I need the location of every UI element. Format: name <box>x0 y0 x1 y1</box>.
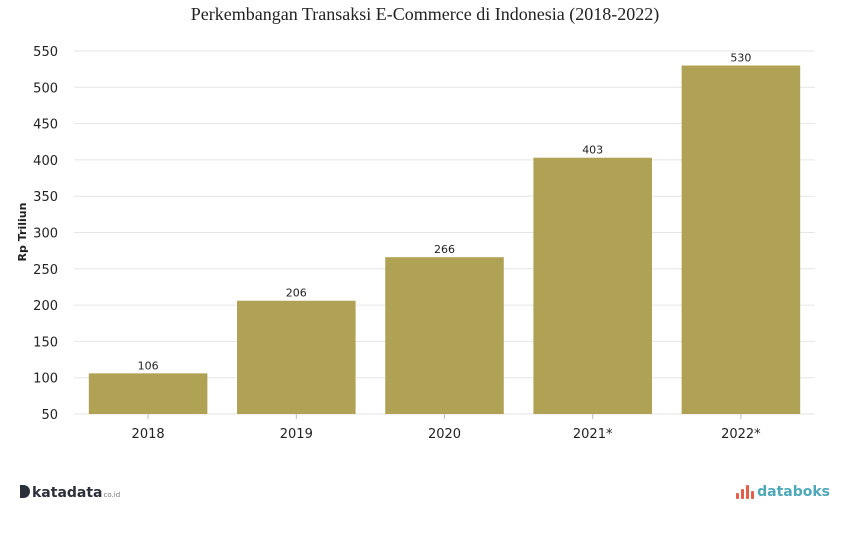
y-tick-label: 400 <box>33 154 58 169</box>
x-tick-label: 2019 <box>280 427 313 442</box>
y-tick-label: 50 <box>41 408 58 423</box>
y-tick-label: 250 <box>33 263 58 278</box>
y-tick-label: 200 <box>33 299 58 314</box>
databoks-logo: databoks <box>736 484 830 500</box>
x-tick-label: 2021* <box>573 427 613 442</box>
bar <box>237 300 356 414</box>
y-tick-label: 500 <box>33 81 58 96</box>
x-tick-label: 2022* <box>721 427 761 442</box>
katadata-logo: katadata co.id <box>20 484 120 501</box>
bar-value-label: 106 <box>138 359 159 372</box>
bar-layer <box>88 65 801 415</box>
bar <box>385 257 504 414</box>
katadata-logo-suffix: co.id <box>103 491 121 499</box>
databoks-logo-text: databoks <box>757 484 830 500</box>
x-tick-label: 2018 <box>132 427 165 442</box>
databoks-logo-icon <box>736 485 755 499</box>
bar <box>533 157 652 415</box>
y-tick-label: 550 <box>33 45 58 60</box>
label-layer: 50 100 150 200 250 300 350 400 450 500 550 106 2018 2… <box>33 45 761 442</box>
y-tick-label: 150 <box>33 335 58 350</box>
chart-title: Perkembangan Transaksi E-Commerce di Ind… <box>190 4 660 24</box>
y-tick-label: 100 <box>33 372 58 387</box>
katadata-logo-icon <box>20 485 30 498</box>
katadata-logo-text: katadata <box>32 485 103 501</box>
bar <box>681 65 801 415</box>
y-axis-title: Rp Triliun <box>16 203 29 262</box>
y-tick-label: 350 <box>33 190 58 205</box>
y-tick-label: 450 <box>33 118 58 133</box>
bar-value-label: 530 <box>730 52 751 65</box>
x-tick-label: 2020 <box>428 427 461 442</box>
bar-value-label: 206 <box>286 287 307 300</box>
bar-value-label: 266 <box>434 243 455 256</box>
bar-chart: 50 100 150 200 250 300 350 400 450 500 550 106 2018 2… <box>16 45 815 442</box>
bar-value-label: 403 <box>582 144 603 157</box>
y-tick-label: 300 <box>33 227 58 242</box>
bar <box>88 373 208 414</box>
